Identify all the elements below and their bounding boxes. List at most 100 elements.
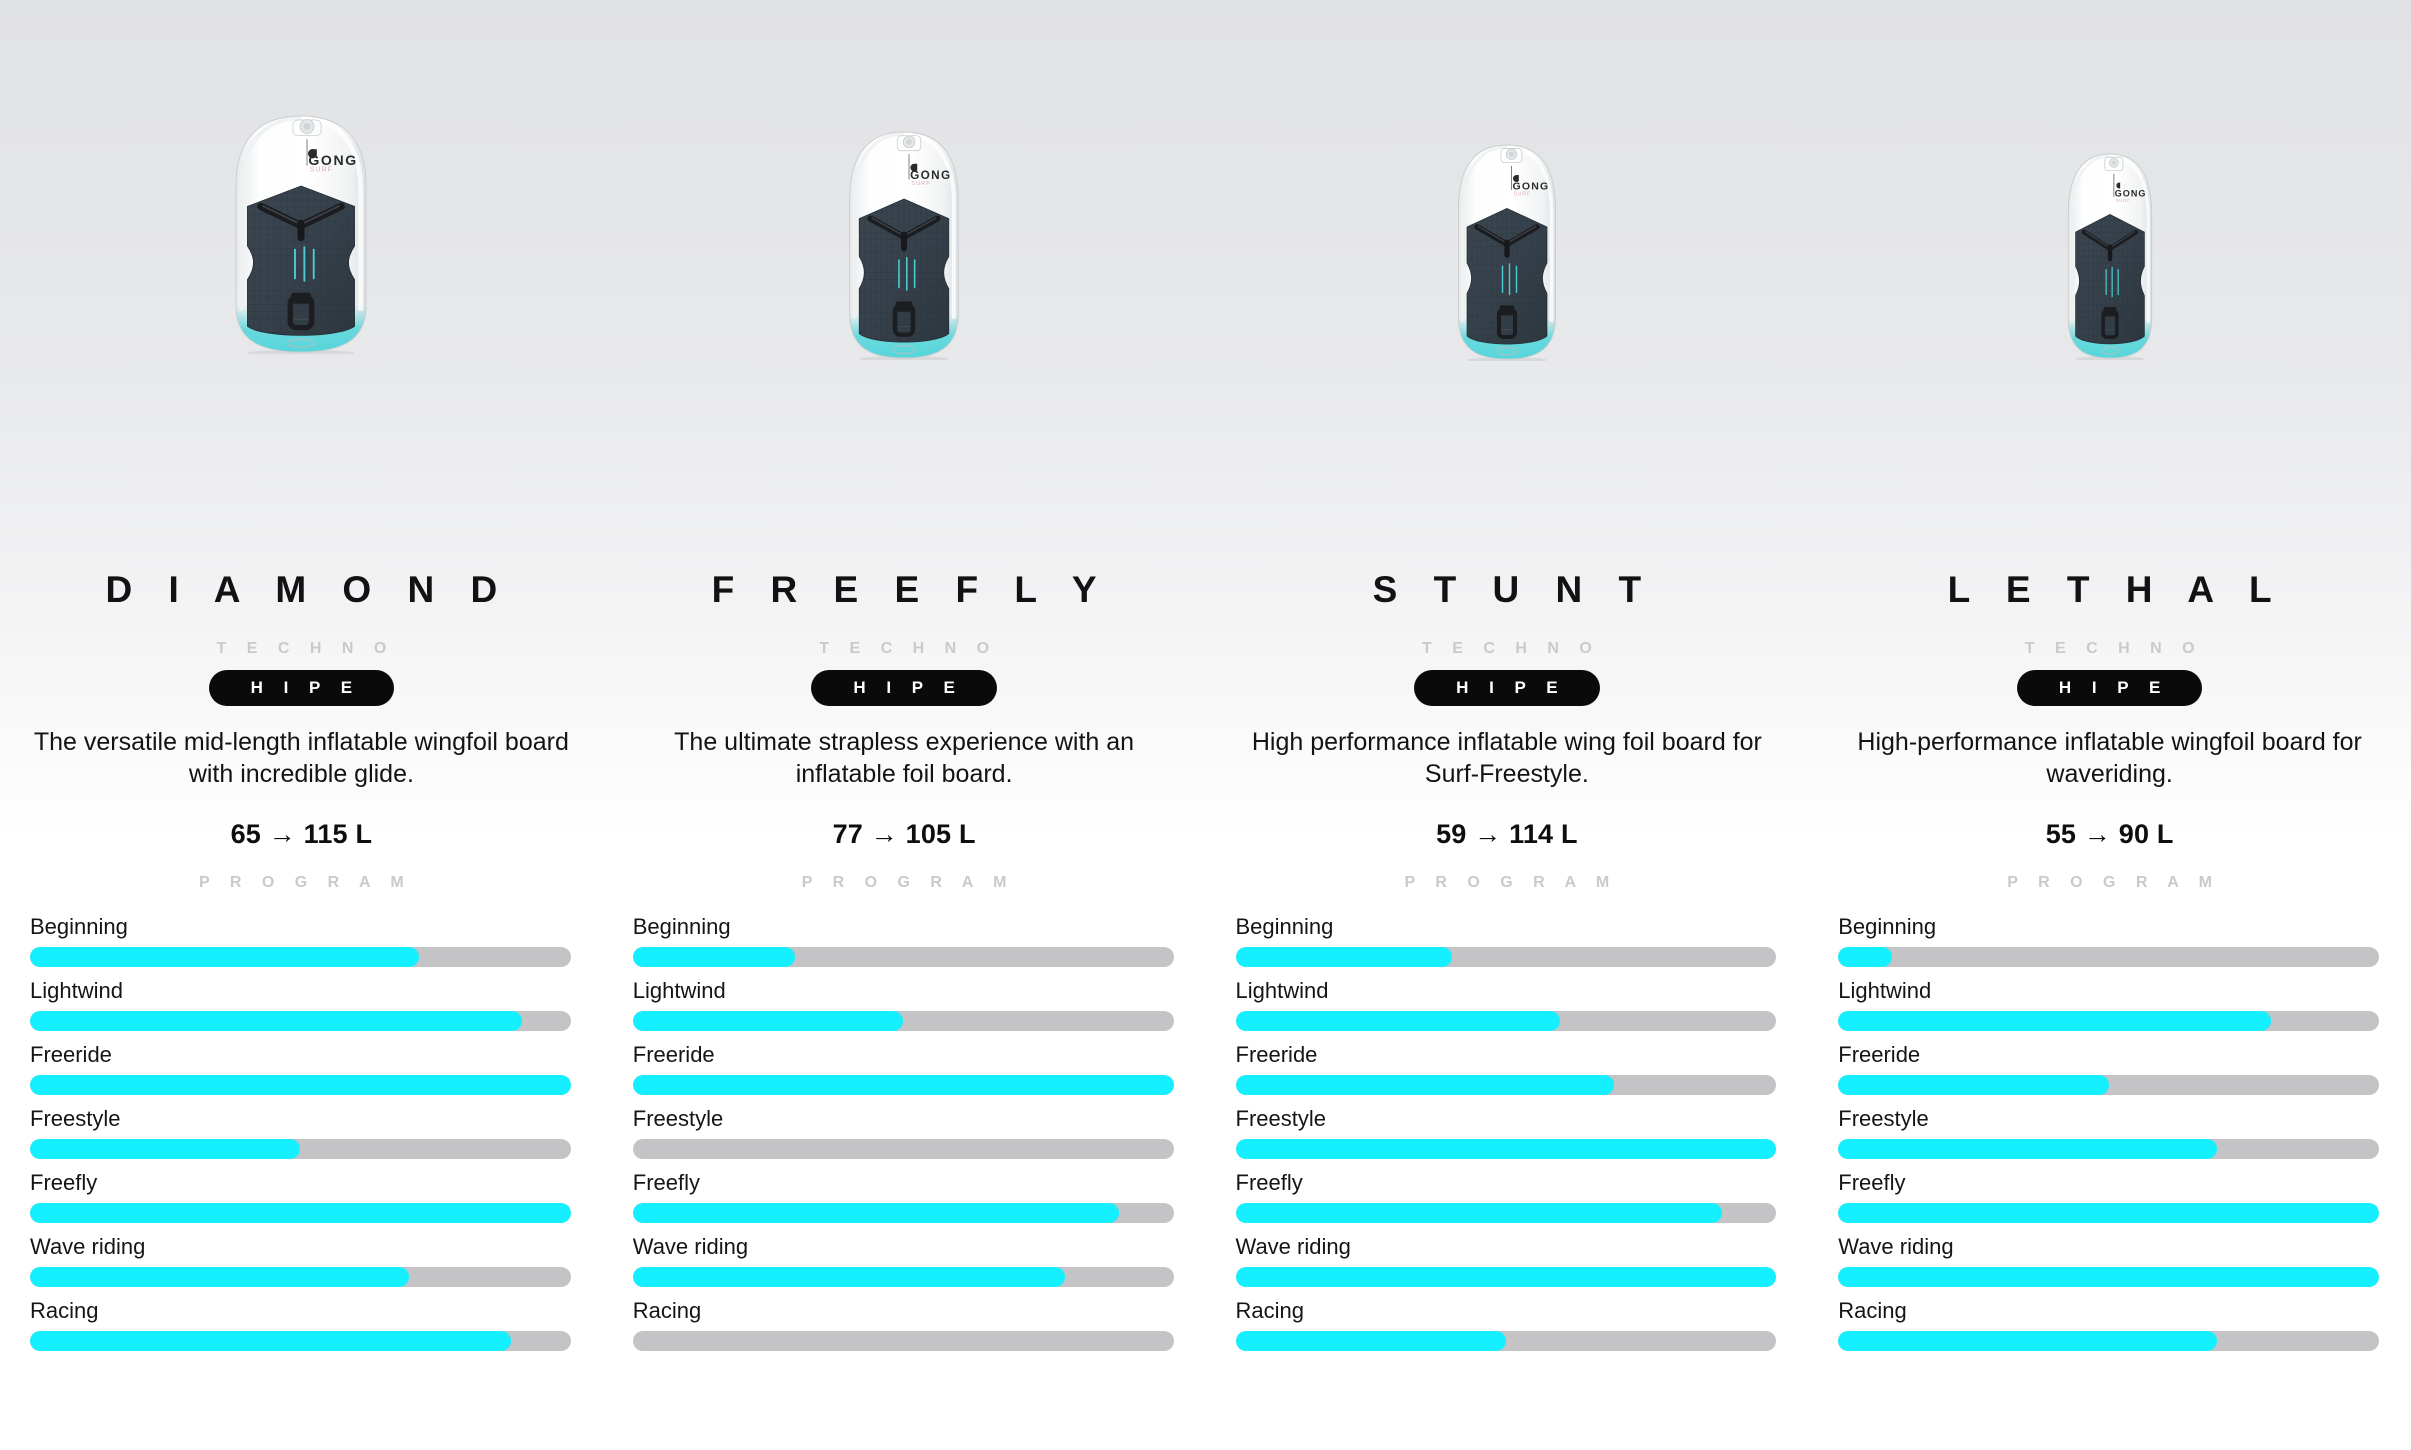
program-bars-list: Beginning Lightwind Freeride Freestyle [1808, 903, 2411, 1351]
program-label: Lightwind [30, 978, 123, 1003]
program-label: Freefly [632, 1170, 700, 1195]
program-bar-track [1235, 1267, 1777, 1287]
product-description: High-performance inflatable wingfoil boa… [1857, 728, 2362, 788]
program-label: Wave riding [632, 1234, 749, 1259]
product-title: D I A M O N D [105, 569, 511, 610]
program-bar-fill [632, 1011, 904, 1031]
program-bar-fill [1838, 1203, 2379, 1223]
techno-badge-hipe[interactable]: H I P E [1414, 670, 1600, 706]
program-row: Racing [1235, 1287, 1777, 1351]
svg-text:SURF: SURF [310, 167, 333, 174]
program-bar-fill [1235, 1139, 1777, 1159]
program-row: Freefly [30, 1159, 571, 1223]
program-row: Freeride [1235, 1031, 1777, 1095]
program-row: Freefly [632, 1159, 1174, 1223]
program-bar-fill [1838, 1011, 2271, 1031]
product-description: The ultimate strapless experience with a… [674, 728, 1135, 788]
program-bar-fill [30, 1331, 512, 1351]
svg-text:GONG: GONG [910, 169, 951, 182]
program-bar-track [30, 1331, 571, 1351]
board-image-wrap: GONG SURF [1808, 0, 2411, 560]
program-label: Racing [1235, 1298, 1304, 1323]
program-label: Freefly [1235, 1170, 1303, 1195]
svg-text:GONG: GONG [309, 152, 358, 168]
program-section-label: P R O G R A M [1404, 874, 1618, 891]
product-title: F R E E F L Y [711, 569, 1110, 610]
program-row: Wave riding [30, 1223, 571, 1287]
program-label: Lightwind [1235, 978, 1329, 1003]
techno-badge-hipe[interactable]: H I P E [2016, 670, 2203, 706]
program-bar-track [30, 1203, 571, 1223]
techno-label: T E C H N O [216, 640, 395, 657]
board-image: GONG SURF [234, 114, 368, 354]
program-section-label: P R O G R A M [801, 874, 1015, 891]
techno-badge-hipe[interactable]: H I P E [208, 670, 395, 706]
svg-text:SURF: SURF [2115, 198, 2130, 203]
program-label: Racing [30, 1298, 99, 1323]
program-bar-track [632, 947, 1174, 967]
program-label: Freeride [1235, 1042, 1318, 1067]
program-label: Freestyle [1235, 1106, 1326, 1131]
program-row: Freeride [632, 1031, 1174, 1095]
program-label: Lightwind [632, 978, 726, 1003]
program-bar-track [1235, 1139, 1777, 1159]
program-bar-track [30, 1267, 571, 1287]
svg-text:SURF: SURF [911, 181, 930, 187]
program-row: Freestyle [632, 1095, 1174, 1159]
volume-range: 55 → 90 L [2045, 819, 2174, 849]
program-bars-list: Beginning Lightwind Freeride Freestyle [0, 903, 603, 1351]
program-label: Freestyle [632, 1106, 724, 1131]
program-bar-fill [1838, 1139, 2217, 1159]
program-row: Freefly [1235, 1159, 1777, 1223]
program-bar-fill [1838, 1267, 2379, 1287]
program-bar-fill [1838, 947, 1893, 967]
program-label: Beginning [30, 914, 128, 939]
program-bar-track [632, 1139, 1174, 1159]
program-bar-track [1838, 947, 2379, 967]
program-row: Wave riding [632, 1223, 1174, 1287]
program-bar-fill [30, 1139, 301, 1159]
program-bars-list: Beginning Lightwind Freeride Freestyle [603, 903, 1206, 1351]
techno-label: T E C H N O [1421, 640, 1600, 657]
board-image-wrap: GONG SURF [0, 0, 603, 560]
program-row: Freeride [1838, 1031, 2379, 1095]
volume-range: 77 → 105 L [832, 819, 976, 849]
program-bar-track [1838, 1203, 2379, 1223]
program-bar-track [1838, 1075, 2379, 1095]
svg-text:GONG: GONG [1512, 180, 1549, 192]
program-bar-track [632, 1203, 1174, 1223]
board-image: GONG SURF [2067, 152, 2153, 360]
techno-badge-hipe[interactable]: H I P E [811, 670, 997, 706]
program-bar-track [632, 1011, 1174, 1031]
techno-label: T E C H N O [2024, 640, 2203, 657]
program-row: Lightwind [1235, 967, 1777, 1031]
program-bar-track [1838, 1331, 2379, 1351]
program-row: Freestyle [1838, 1095, 2379, 1159]
board-image-wrap: GONG SURF [1206, 0, 1809, 560]
svg-text:GONG: GONG [2114, 188, 2146, 198]
svg-text:SURF: SURF [1513, 191, 1530, 197]
program-bar-fill [632, 1075, 1174, 1095]
program-bar-track [1235, 1075, 1777, 1095]
product-column: GONG SURF D [0, 0, 603, 1450]
program-label: Racing [1838, 1298, 1907, 1323]
program-row: Beginning [632, 903, 1174, 967]
program-bar-fill [1235, 1011, 1560, 1031]
program-bar-track [632, 1267, 1174, 1287]
program-row: Freefly [1838, 1159, 2379, 1223]
program-label: Freestyle [30, 1106, 121, 1131]
program-bar-track [30, 1075, 571, 1095]
program-label: Wave riding [30, 1234, 146, 1259]
program-row: Beginning [1235, 903, 1777, 967]
product-title: L E T H A L [1947, 569, 2285, 610]
program-label: Freeride [1838, 1042, 1921, 1067]
product-description: High performance inflatable wing foil bo… [1251, 728, 1762, 788]
program-row: Racing [1838, 1287, 2379, 1351]
volume-range: 65 → 115 L [230, 819, 373, 849]
product-column: GONG SURF S [1206, 0, 1809, 1450]
volume-range: 59 → 114 L [1436, 819, 1578, 849]
program-bar-track [1838, 1139, 2379, 1159]
program-bar-fill [632, 1267, 1066, 1287]
product-column: GONG SURF F [603, 0, 1206, 1450]
